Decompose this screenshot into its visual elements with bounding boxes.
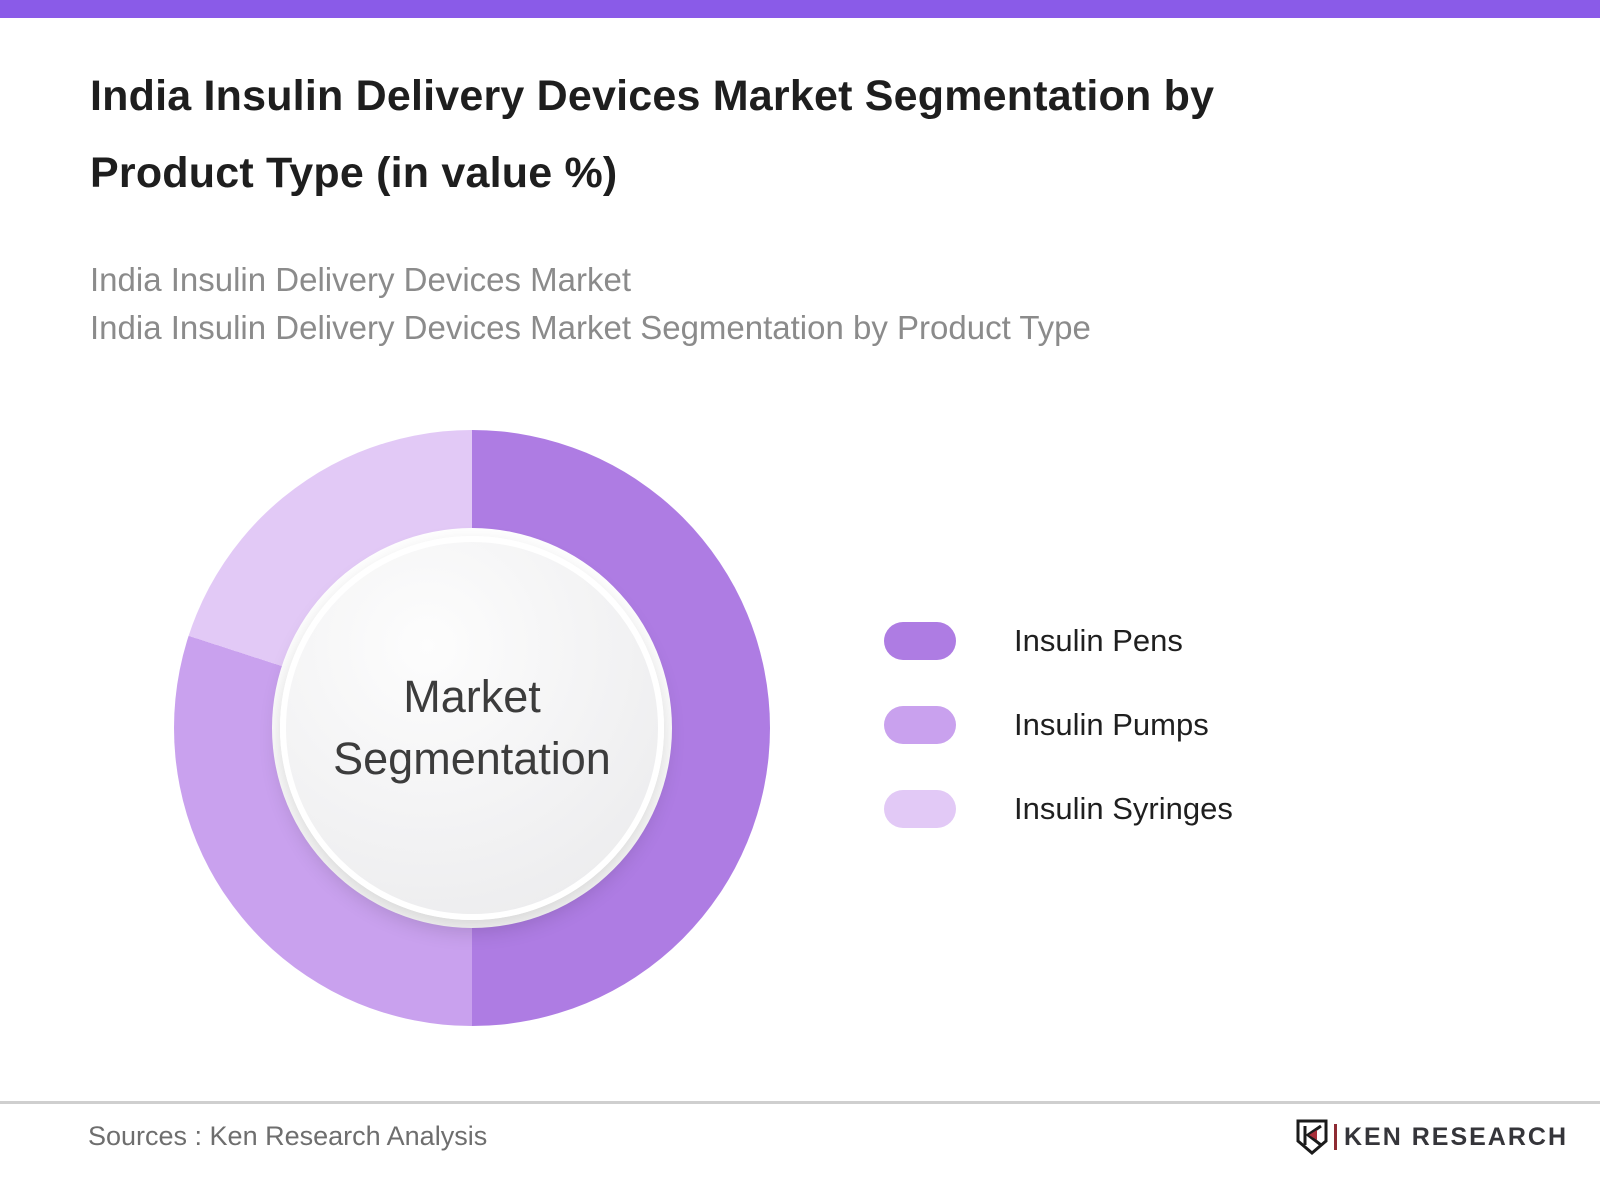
legend-label: Insulin Pens bbox=[1014, 623, 1183, 658]
donut-center-label: Market Segmentation bbox=[333, 671, 611, 784]
ken-research-logo: KEN RESEARCH bbox=[1296, 1117, 1568, 1157]
legend-swatch-insulin-pumps bbox=[884, 706, 956, 744]
logo-separator bbox=[1334, 1124, 1337, 1150]
donut-chart: Market Segmentation bbox=[174, 430, 770, 1026]
legend-item-insulin-pens: Insulin Pens bbox=[884, 622, 1233, 660]
footer-divider bbox=[0, 1101, 1600, 1104]
legend-label: Insulin Pumps bbox=[1014, 707, 1209, 742]
page-title: India Insulin Delivery Devices Market Se… bbox=[90, 72, 1215, 197]
donut-center-circle: Market Segmentation bbox=[280, 536, 664, 920]
legend-item-insulin-pumps: Insulin Pumps bbox=[884, 706, 1233, 744]
chart-legend: Insulin Pens Insulin Pumps Insulin Syrin… bbox=[884, 622, 1233, 828]
sources-note: Sources : Ken Research Analysis bbox=[88, 1121, 488, 1151]
brand-name: KEN RESEARCH bbox=[1344, 1122, 1569, 1151]
ken-research-shield-icon bbox=[1296, 1119, 1328, 1155]
legend-label: Insulin Syringes bbox=[1014, 791, 1233, 826]
legend-swatch-insulin-pens bbox=[884, 622, 956, 660]
page-subtitle: India Insulin Delivery Devices Market In… bbox=[90, 261, 1091, 346]
legend-swatch-insulin-syringes bbox=[884, 790, 956, 828]
top-accent-bar bbox=[0, 0, 1600, 18]
legend-item-insulin-syringes: Insulin Syringes bbox=[884, 790, 1233, 828]
